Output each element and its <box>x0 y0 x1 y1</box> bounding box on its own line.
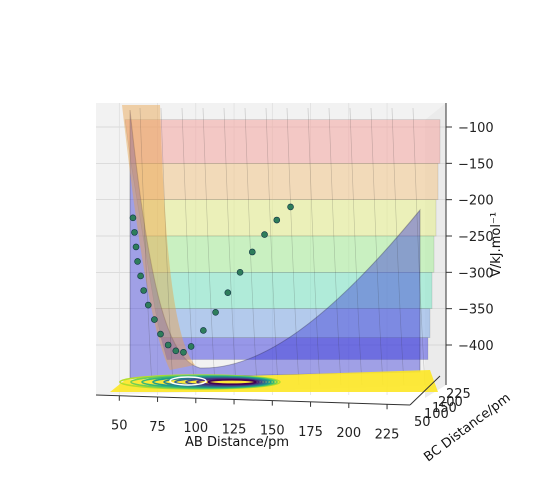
contour-line <box>169 376 207 386</box>
surface-mesh-line <box>202 107 216 386</box>
surface-mesh-line <box>391 107 405 386</box>
trajectory-point <box>144 301 152 309</box>
surface-wall <box>122 105 195 370</box>
contour-line <box>207 378 257 385</box>
surface-mesh-line <box>286 107 300 386</box>
x-tick-label: 150 <box>260 424 285 439</box>
trajectory-point <box>261 231 268 238</box>
trajectory-point <box>157 330 164 338</box>
trajectory-point <box>200 327 207 334</box>
y-tick-label: 100 <box>424 407 449 422</box>
trajectory-point <box>180 348 187 356</box>
z-tick-label: −250 <box>458 230 494 245</box>
surface-band <box>160 337 429 360</box>
trajectory-point <box>129 214 137 222</box>
trajectory-point <box>151 316 158 323</box>
trajectory-point <box>172 347 180 355</box>
energy-surface <box>122 105 441 386</box>
surface-mesh-line <box>412 107 426 386</box>
x-tick-label: 75 <box>149 420 166 435</box>
trajectory-point <box>224 289 232 296</box>
surface-mesh-line <box>328 107 342 386</box>
surface-band <box>124 119 441 164</box>
surface-band <box>154 308 431 339</box>
surface-mesh-line <box>307 107 321 386</box>
x-tick-label: 50 <box>111 419 128 434</box>
trajectory-point <box>134 258 141 265</box>
reaction-trajectory <box>129 203 294 356</box>
z-tick-label: −300 <box>458 266 494 281</box>
trajectory-point <box>164 341 172 349</box>
trajectory-point <box>249 248 256 256</box>
contour-floor <box>110 370 438 392</box>
y-tick-label: 225 <box>446 387 471 402</box>
x-tick-label: 225 <box>375 427 400 442</box>
trajectory-point <box>131 229 138 236</box>
surface-mesh-line <box>160 107 174 386</box>
surface-mesh-line <box>265 107 279 386</box>
surface-mesh-line <box>244 107 258 386</box>
x-tick-label: 125 <box>222 422 247 437</box>
surface-band <box>142 235 435 273</box>
z-axis-label: V/kJ.mol⁻¹ <box>489 212 504 277</box>
trajectory-point <box>273 216 281 224</box>
surface-band <box>148 272 433 309</box>
z-tick-label: −200 <box>458 194 494 209</box>
trajectory-point <box>212 308 219 316</box>
trajectory-point <box>187 343 195 350</box>
trajectory-point <box>236 269 244 276</box>
surface-mesh-line <box>139 107 153 386</box>
trajectory-point <box>140 287 147 294</box>
surface-band <box>136 199 437 237</box>
z-tick-label: −150 <box>458 157 494 172</box>
surface-valley <box>129 109 421 379</box>
x-tick-label: 100 <box>183 421 208 436</box>
surface-mesh-line <box>349 107 363 386</box>
x-tick-label: 175 <box>298 425 323 440</box>
surface-mesh-line <box>223 107 237 386</box>
trajectory-point <box>287 203 294 211</box>
axis-lines <box>95 103 447 406</box>
x-tick-label: 200 <box>336 426 361 441</box>
z-tick-label: −350 <box>458 303 494 318</box>
z-tick-label: −100 <box>458 121 494 136</box>
x-axis-label: AB Distance/pm <box>185 435 289 450</box>
y-tick-label: 150 <box>432 401 457 416</box>
trajectory-point <box>132 243 140 251</box>
y-tick-label: 200 <box>438 395 463 410</box>
x-axis-ticks: 50 75 100 125 150 175 200 225 <box>111 395 400 442</box>
surface-mesh-line <box>181 107 195 386</box>
z-axis-ticks: −100 −150 −200 −250 −300 −350 −400 <box>446 121 494 354</box>
y-tick-label: 50 <box>414 415 431 430</box>
surface-band <box>130 163 439 200</box>
trajectory-point <box>137 272 144 280</box>
surface-mesh-line <box>370 107 384 386</box>
z-tick-label: −400 <box>458 339 494 354</box>
